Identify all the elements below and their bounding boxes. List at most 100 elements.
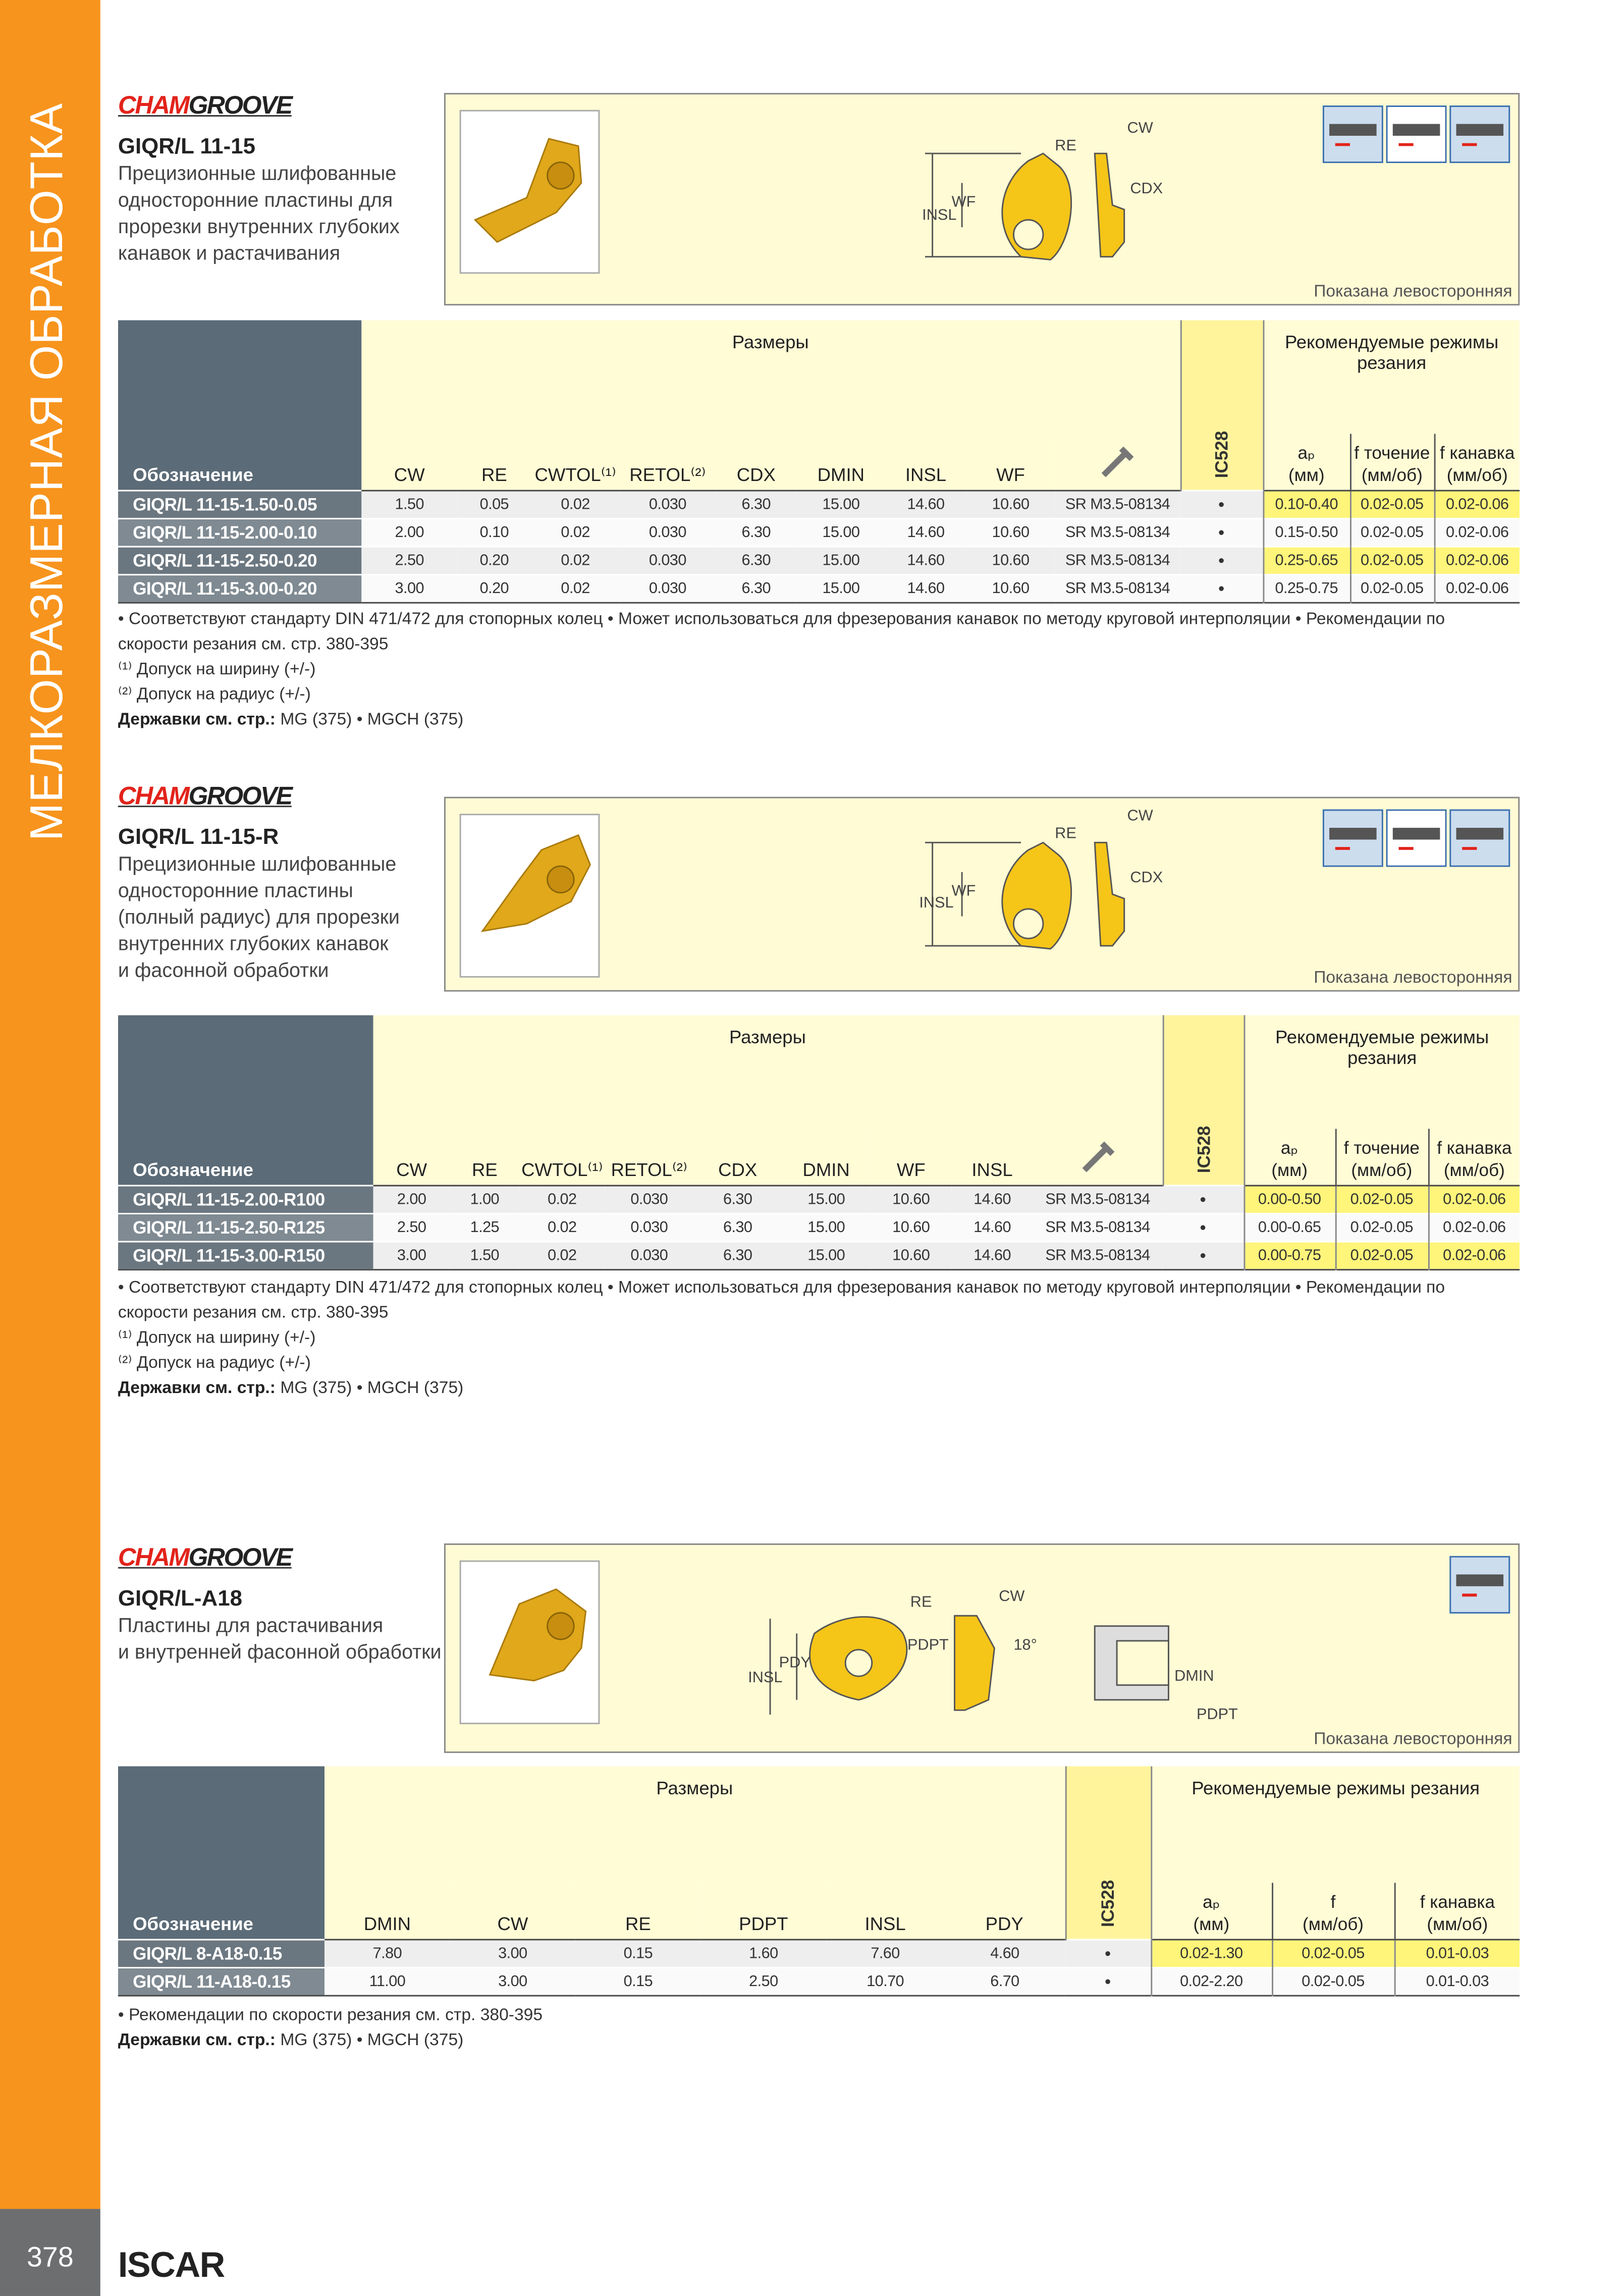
dim-cell: 3.00 <box>373 1240 450 1269</box>
diagram-label: CW <box>1127 806 1153 824</box>
header-row: CW RE CWTOL⁽¹⁾ RETOL⁽²⁾ CDX DMIN WF INSL aₚ (мм) f… <box>118 1129 1520 1186</box>
header-cut-line: f канавка <box>1420 1891 1495 1912</box>
dim-cell: 6.30 <box>693 1240 782 1269</box>
header-designation: Обозначение <box>118 320 362 490</box>
cut-cell: 0.02-0.06 <box>1433 573 1520 602</box>
designation-cell: GIQR/L 8-A18-0.15 <box>118 1938 325 1967</box>
description-line: односторонние пластины для <box>118 189 393 211</box>
designation-cell: GIQR/L 11-15-3.00-R150 <box>118 1240 373 1269</box>
diagram-label: CW <box>1127 119 1153 136</box>
header-row: DMIN CW RE PDPT INSL PDY aₚ (мм) f (мм/об) f канав… <box>118 1883 1520 1940</box>
table-row: GIQR/L 8-A18-0.15 7.80 3.00 0.15 1.60 7.60 4.6… <box>118 1938 1520 1967</box>
dim-cell: 15.00 <box>796 545 886 574</box>
dim-cell: 0.030 <box>605 1184 694 1213</box>
header-dims-group: Размеры <box>361 320 1180 434</box>
header-cut-line: (мм/об) <box>1443 1159 1505 1180</box>
diagram-label: INSL <box>919 893 953 911</box>
header-dim: CWTOL⁽¹⁾ <box>531 434 620 491</box>
dim-cell: 0.20 <box>457 573 531 602</box>
header-designation: Обозначение <box>118 1766 325 1939</box>
header-dim: PDPT <box>700 1883 827 1940</box>
dim-cell: 0.20 <box>457 545 531 574</box>
header-cut: f канавка (мм/об) <box>1393 1883 1520 1940</box>
table-row: GIQR/L 11-15-2.00-0.10 2.00 0.10 0.02 0.030 6… <box>118 517 1520 546</box>
cut-cell: 0.02-1.30 <box>1150 1938 1272 1967</box>
dim-cell: 2.50 <box>361 545 458 574</box>
diagram-label: RE <box>1055 136 1076 154</box>
brand-part: CHAM <box>118 91 190 120</box>
brand-part: CHAM <box>118 1543 190 1572</box>
insert-hole <box>547 162 575 190</box>
footer-bar <box>0 2209 100 2296</box>
header-dim: CW <box>361 434 458 491</box>
header-cut-line: aₚ <box>1280 1137 1299 1158</box>
screw-cell: SR M3.5-08134 <box>1033 1184 1163 1213</box>
cut-cell: 0.02-0.05 <box>1349 489 1434 518</box>
dim-cell: 1.00 <box>450 1184 520 1213</box>
screw-cell: SR M3.5-08134 <box>1055 573 1180 602</box>
dim-cell: 0.15 <box>575 1966 701 1995</box>
diagram-label: INSL <box>748 1668 782 1686</box>
product-description: Пластины для растачивания и внутренней фа… <box>118 1613 442 1666</box>
product-title: GIQR/L 11-15 <box>118 134 256 159</box>
dim-cell: 15.00 <box>782 1240 871 1269</box>
insert-hole <box>547 865 575 894</box>
dim-cell: 0.02 <box>531 517 620 546</box>
insert-profile <box>1094 152 1125 258</box>
cut-cell: 0.02-0.06 <box>1433 545 1520 574</box>
diagram-label: WF <box>952 882 976 899</box>
dim-cell: 6.70 <box>944 1966 1065 1995</box>
dim-cell: 0.02 <box>519 1240 605 1269</box>
designation-cell: GIQR/L 11-15-2.00-0.10 <box>118 517 362 546</box>
grade-cell: • <box>1180 545 1263 574</box>
insert-profile <box>954 1615 995 1711</box>
table-row: GIQR/L 11-15-2.00-R100 2.00 1.00 0.02 0.030 6… <box>118 1184 1520 1213</box>
dim-cell: 10.60 <box>966 545 1055 574</box>
header-cut: f (мм/об) <box>1271 1883 1394 1940</box>
diagram-label: RE <box>1055 824 1076 842</box>
header-grade: IC528 <box>1179 320 1264 490</box>
header-cut: aₚ (мм) <box>1150 1883 1272 1940</box>
note-line: ⁽¹⁾ Допуск на ширину (+/-) <box>118 661 316 679</box>
header-dim: CWTOL⁽¹⁾ <box>519 1129 605 1186</box>
notes: • Рекомендации по скорости резания см. с… <box>118 2004 1520 2054</box>
diagram-label: CDX <box>1130 179 1163 197</box>
header-cut-line: f канавка <box>1437 1137 1512 1158</box>
holders-value: MG (375) • MGCH (375) <box>280 711 464 729</box>
brand-part: GROOVE <box>188 91 293 120</box>
image-panel: CW RE CDX WF INSL Показана левосторонняя <box>444 796 1520 992</box>
header-dim: RE <box>450 1129 520 1186</box>
product-title: GIQR/L-A18 <box>118 1586 243 1612</box>
application-icon-part <box>1329 828 1377 840</box>
dim-lines <box>925 841 1021 947</box>
dim-cell: 10.60 <box>870 1184 952 1213</box>
dim-cell: 10.60 <box>870 1240 952 1269</box>
dim-cell: 10.60 <box>966 517 1055 546</box>
screw-cell: SR M3.5-08134 <box>1055 517 1180 546</box>
grade-cell: • <box>1162 1240 1244 1269</box>
dim-cell: 1.60 <box>700 1938 827 1967</box>
dim-cell: 3.00 <box>450 1938 576 1967</box>
dim-cell: 7.80 <box>324 1938 450 1967</box>
holders-value: MG (375) • MGCH (375) <box>280 1379 464 1398</box>
dim-cell: 10.70 <box>826 1966 945 1995</box>
shown-note: Показана левосторонняя <box>1314 283 1512 301</box>
header-cut-line: (мм/об) <box>1427 1913 1488 1934</box>
note-line: ⁽²⁾ Допуск на радиус (+/-) <box>118 1354 311 1372</box>
diagram-label: RE <box>910 1593 932 1611</box>
cut-cell: 0.02-0.06 <box>1433 489 1520 518</box>
diagram-label: 18° <box>1013 1635 1037 1653</box>
header-dim: CDX <box>693 1129 782 1186</box>
description-line: канавок и растачивания <box>118 242 341 264</box>
dim-cell: 0.02 <box>531 489 620 518</box>
holders-label: Державки см. стр.: <box>118 1379 276 1398</box>
cut-cell: 0.00-0.75 <box>1243 1240 1335 1269</box>
bore-hole <box>1116 1640 1169 1686</box>
grade-cell: • <box>1180 489 1263 518</box>
dim-cell: 0.15 <box>575 1938 701 1967</box>
header-dim: INSL <box>826 1883 945 1940</box>
screw-cell: SR M3.5-08134 <box>1055 545 1180 574</box>
dim-cell: 2.00 <box>361 517 458 546</box>
